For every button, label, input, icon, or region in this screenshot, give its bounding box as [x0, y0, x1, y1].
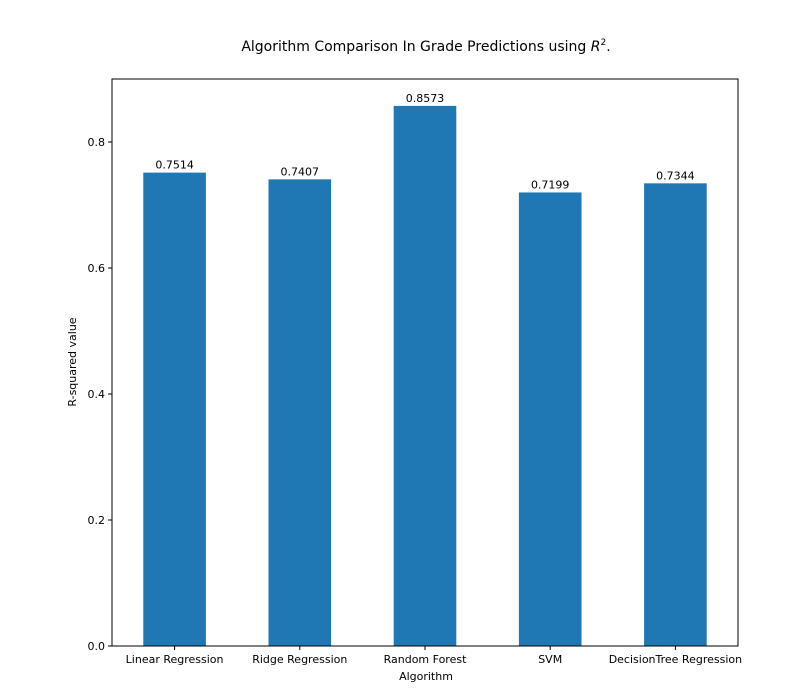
x-ticks-group: Linear Regression Ridge Regression Random …	[126, 646, 742, 666]
chart-title: Algorithm Comparison In Grade Prediction…	[241, 38, 610, 55]
x-tick-label-0: Linear Regression	[126, 653, 224, 666]
y-axis-label: R-squared value	[66, 317, 79, 406]
bar-3	[518, 192, 582, 646]
bar-value-label-3: 0.7199	[531, 178, 570, 191]
chart-title-prefix: Algorithm Comparison In Grade Prediction…	[241, 39, 590, 55]
bar-value-label-1: 0.7407	[281, 165, 320, 178]
x-axis-label: Algorithm	[399, 670, 453, 683]
bar-2	[393, 105, 457, 646]
x-tick-label-2: Random Forest	[384, 653, 467, 666]
bar-1	[268, 179, 332, 646]
bar-0	[143, 172, 206, 647]
y-tick-label-1: 0.2	[88, 514, 106, 527]
x-tick-label-4: DecisionTree Regression	[609, 653, 742, 666]
bar-value-label-4: 0.7344	[656, 169, 695, 182]
bars-group	[143, 105, 707, 647]
chart-title-variable: R	[591, 39, 601, 55]
bar-value-label-0: 0.7514	[155, 159, 194, 172]
chart-title-superscript: 2	[600, 38, 606, 48]
y-ticks-group: 0.0 0.2 0.4 0.6 0.8	[88, 136, 112, 653]
bar-value-label-2: 0.8573	[406, 92, 445, 105]
plot-frame	[111, 78, 739, 647]
x-tick-label-1: Ridge Regression	[252, 653, 347, 666]
x-tick-label-3: SVM	[538, 653, 562, 666]
y-tick-label-4: 0.8	[88, 136, 106, 149]
chart-title-suffix: .	[606, 39, 610, 55]
y-tick-label-3: 0.6	[88, 262, 106, 275]
y-tick-label-0: 0.0	[88, 640, 106, 653]
y-tick-label-2: 0.4	[88, 388, 106, 401]
bar-4	[644, 183, 707, 646]
value-labels-group: 0.7514 0.7407 0.8573 0.7199 0.7344	[155, 92, 694, 192]
